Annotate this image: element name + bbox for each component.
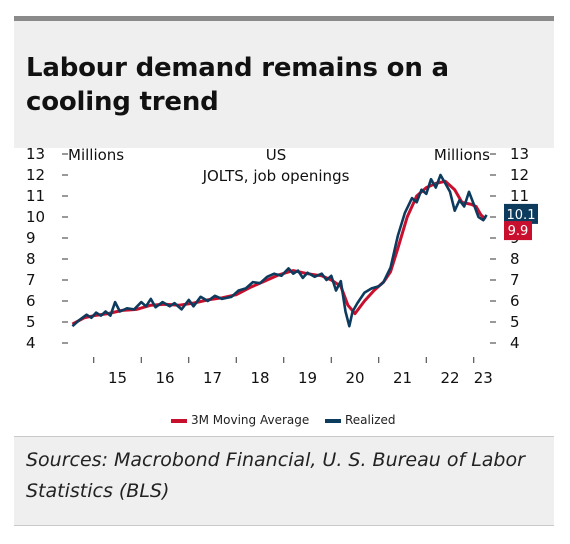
line-chart: 4455667788991010111112121313MillionsMill… <box>26 145 538 427</box>
x-tick-label: 22 <box>440 369 459 387</box>
end-label-moving-average-box <box>504 221 532 241</box>
series-line-realized <box>71 173 488 328</box>
y-unit-right: Millions <box>434 146 490 164</box>
y-tick-left: 9 <box>26 229 36 247</box>
y-tick-left: 5 <box>26 313 36 331</box>
y-tick-right: 13 <box>510 145 529 163</box>
x-tick-label: 19 <box>298 369 317 387</box>
y-tick-left: 12 <box>26 166 45 184</box>
chart-subtitle-country: US <box>266 146 287 164</box>
x-tick-label: 15 <box>108 369 127 387</box>
legend-label-realized: Realized <box>345 413 396 427</box>
chart-subtitle-series: JOLTS, job openings <box>202 167 350 185</box>
y-tick-left: 11 <box>26 187 45 205</box>
y-tick-left: 8 <box>26 250 36 268</box>
x-tick-label: 21 <box>393 369 412 387</box>
y-tick-right: 11 <box>510 187 529 205</box>
chart-card: Labour demand remains on a cooling trend… <box>14 16 554 526</box>
y-tick-right: 7 <box>510 271 520 289</box>
y-tick-right: 12 <box>510 166 529 184</box>
y-tick-left: 6 <box>26 292 36 310</box>
y-tick-right: 5 <box>510 313 520 331</box>
chart-title: Labour demand remains on a cooling trend <box>26 53 449 117</box>
legend-swatch-moving-average <box>171 419 187 423</box>
legend-label-moving-average: 3M Moving Average <box>191 413 309 427</box>
y-tick-right: 8 <box>510 250 520 268</box>
chart-header: Labour demand remains on a cooling trend <box>14 21 554 148</box>
x-tick-label: 20 <box>345 369 364 387</box>
x-tick-label: 16 <box>155 369 174 387</box>
end-label-moving-average: 9.9 <box>508 224 529 239</box>
end-label-realized: 10.1 <box>507 208 536 223</box>
chart-footer: Sources: Macrobond Financial, U. S. Bure… <box>14 436 554 526</box>
y-tick-right: 6 <box>510 292 520 310</box>
y-tick-left: 13 <box>26 145 45 163</box>
y-tick-left: 10 <box>26 208 45 226</box>
top-rule <box>14 16 554 21</box>
legend-swatch-realized <box>325 419 341 423</box>
y-unit-left: Millions <box>68 146 124 164</box>
sources-note: Sources: Macrobond Financial, U. S. Bure… <box>26 449 525 502</box>
x-tick-label: 17 <box>203 369 222 387</box>
x-tick-label: 23 <box>474 369 493 387</box>
x-tick-label: 18 <box>250 369 269 387</box>
y-tick-left: 4 <box>26 334 36 352</box>
series-line-moving-average <box>71 179 487 326</box>
end-label-realized-box <box>504 203 538 224</box>
y-tick-right: 4 <box>510 334 520 352</box>
y-tick-left: 7 <box>26 271 36 289</box>
